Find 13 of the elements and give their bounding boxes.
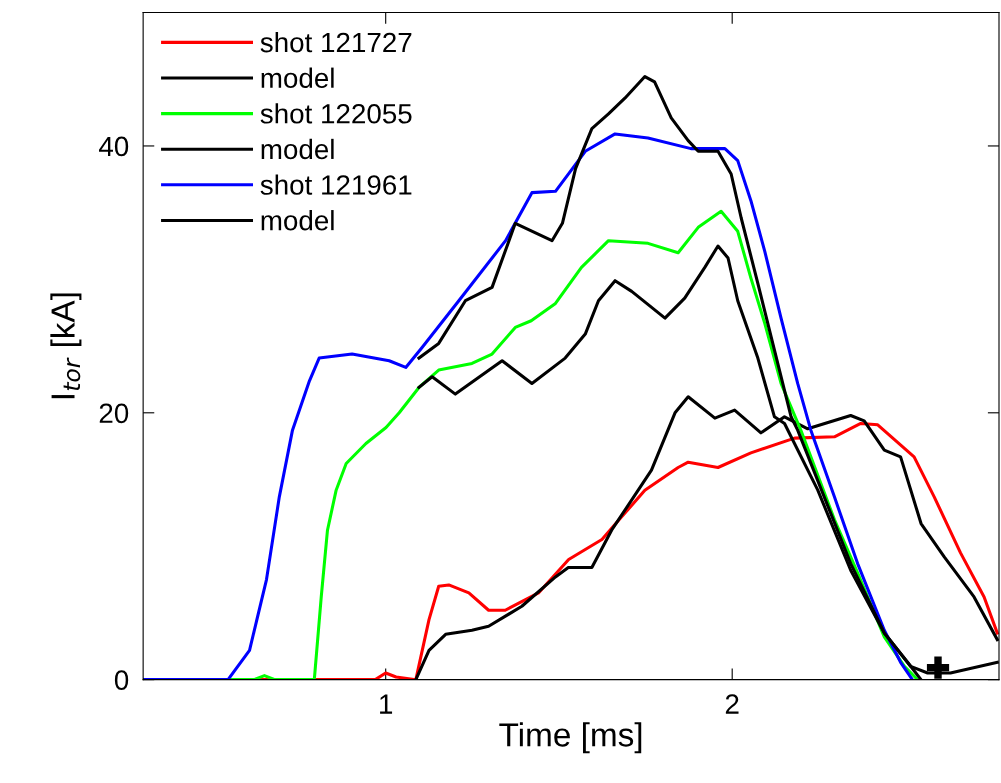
y-tick-label: 20: [99, 403, 129, 424]
y-tick-label: 40: [99, 136, 129, 157]
legend-label: model: [261, 138, 334, 160]
legend-label: model: [261, 210, 334, 231]
y-tick-label: 0: [114, 670, 129, 690]
x-tick-label: 2: [725, 694, 739, 714]
x-axis-title: Time [ms]: [499, 722, 642, 754]
legend-label: shot 122055: [260, 103, 412, 124]
x-tick-label: 1: [380, 694, 393, 714]
legend-label: shot 121727: [260, 31, 412, 53]
legend-label: shot 121961: [260, 174, 412, 195]
legend-label: model: [261, 67, 334, 88]
y-axis-title: I$_{tor}$ [kA]: [50, 293, 82, 399]
